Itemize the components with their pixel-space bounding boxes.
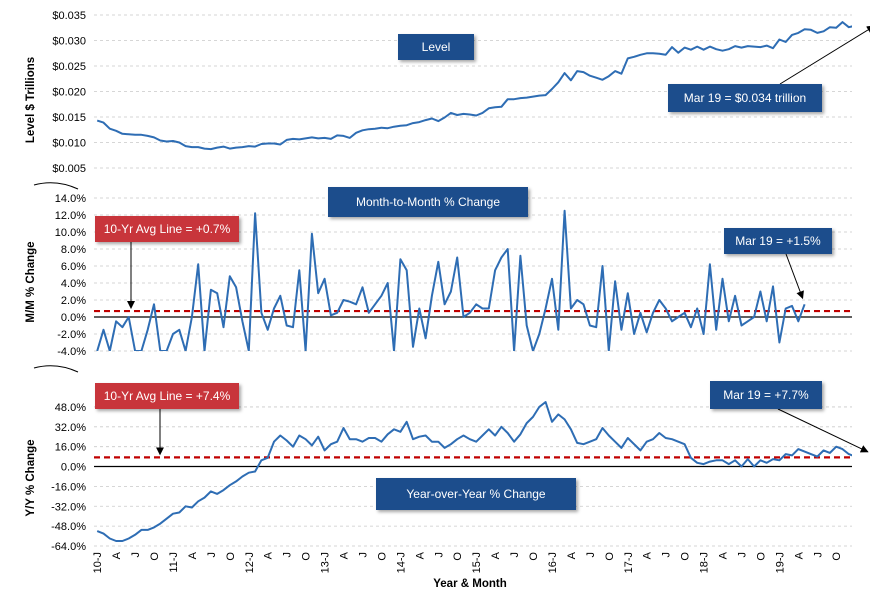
x-tick-label: 15-J [471, 552, 483, 573]
x-tick-label: J [206, 552, 218, 558]
x-tick-label: A [263, 551, 275, 559]
level-annotation: Mar 19 = $0.034 trillion [684, 91, 806, 105]
mom-y-tick-label: -2.0% [57, 329, 86, 341]
yoy-title: Year-over-Year % Change [406, 487, 546, 501]
mom-annotation-arrow [785, 253, 804, 300]
level-y-tick-label: $0.035 [52, 10, 86, 22]
x-tick-label: O [528, 552, 540, 561]
mom-y-tick-label: 10.0% [55, 227, 86, 239]
yoy-annotation-box: Mar 19 = +7.7% [710, 381, 822, 409]
yoy-title-box: Year-over-Year % Change [376, 478, 576, 510]
annotation-layer: Level Mar 19 = $0.034 trillion Month-to-… [95, 34, 832, 510]
x-tick-label: J [130, 552, 142, 558]
mom-title-box: Month-to-Month % Change [328, 187, 528, 217]
mom-y-tick-label: -4.0% [57, 346, 86, 358]
mom-y-tick-label: 8.0% [61, 244, 86, 256]
mom-series-line [96, 209, 806, 351]
x-axis-label: Year & Month [433, 578, 506, 590]
yoy-y-tick-label: -16.0% [51, 481, 86, 493]
yoy-y-tick-label: -48.0% [51, 521, 86, 533]
mom-annotation-box: Mar 19 = +1.5% [724, 228, 832, 254]
mom-avg-label: 10-Yr Avg Line = +0.7% [104, 222, 231, 236]
mom-y-tick-label: 6.0% [61, 261, 86, 273]
level-y-tick-label: $0.005 [52, 163, 86, 175]
mom-title: Month-to-Month % Change [356, 195, 500, 209]
yoy-y-tick-label: 32.0% [55, 422, 86, 434]
x-tick-label: 19-J [774, 552, 786, 573]
x-tick-label: J [661, 552, 673, 558]
level-title: Level [422, 40, 451, 54]
x-tick-label: O [301, 552, 313, 561]
level-y-tick-label: $0.030 [52, 36, 86, 48]
x-tick-label: O [755, 552, 767, 561]
yoy-y-tick-label: 16.0% [55, 442, 86, 454]
x-tick-label: 10-J [92, 552, 104, 573]
x-tick-label: 12-J [244, 552, 256, 573]
x-tick-label: O [680, 552, 692, 561]
mom-y-axis-label: M/M % Change [25, 241, 37, 322]
level-y-axis-label: Level $ Trillions [25, 57, 37, 143]
yoy-y-tick-label: 48.0% [55, 402, 86, 414]
mom-y-tick-label: 2.0% [61, 295, 86, 307]
x-tick-label: A [111, 551, 123, 559]
x-tick-label: O [225, 552, 237, 561]
x-tick-label: J [509, 552, 521, 558]
x-tick-label: O [149, 552, 161, 561]
level-y-tick-label: $0.020 [52, 87, 86, 99]
x-tick-label: J [433, 552, 445, 558]
x-tick-label: 13-J [320, 552, 332, 573]
x-tick-label: A [414, 551, 426, 559]
x-tick-label: J [282, 552, 294, 558]
level-title-box: Level [398, 34, 474, 60]
level-y-tick-label: $0.025 [52, 61, 86, 73]
yoy-annotation: Mar 19 = +7.7% [723, 388, 809, 402]
x-tick-label: J [812, 552, 824, 558]
yoy-annotation-arrow [777, 408, 869, 453]
x-tick-label: J [585, 552, 597, 558]
mom-y-tick-label: 12.0% [55, 210, 86, 222]
yoy-y-tick-label: 0.0% [61, 462, 86, 474]
x-tick-label: J [737, 552, 749, 558]
mom-y-tick-label: 4.0% [61, 278, 86, 290]
x-tick-label: J [358, 552, 370, 558]
mom-avg-label-box: 10-Yr Avg Line = +0.7% [95, 216, 239, 242]
axis-break-mark [33, 365, 79, 373]
mom-y-tick-label: 14.0% [55, 193, 86, 205]
x-tick-label: 17-J [623, 552, 635, 573]
x-tick-label: A [339, 551, 351, 559]
axis-break-mark [33, 182, 79, 190]
x-tick-label: A [490, 551, 502, 559]
mom-annotation: Mar 19 = +1.5% [735, 234, 821, 248]
yoy-y-tick-label: -64.0% [51, 541, 86, 553]
x-tick-label: O [831, 552, 843, 561]
yoy-avg-label: 10-Yr Avg Line = +7.4% [104, 389, 231, 403]
x-tick-label: 11-J [168, 552, 180, 573]
level-annotation-arrow [779, 25, 870, 85]
x-tick-label: O [452, 552, 464, 561]
yoy-y-tick-label: -32.0% [51, 501, 86, 513]
x-tick-label: A [718, 551, 730, 559]
yoy-y-axis-label: Y/Y % Change [25, 439, 37, 516]
yoy-avg-label-box: 10-Yr Avg Line = +7.4% [95, 383, 239, 409]
x-tick-label: A [566, 551, 578, 559]
x-tick-label: A [187, 551, 199, 559]
x-tick-label: O [604, 552, 616, 561]
yoy-series-line [96, 401, 852, 542]
x-tick-label: A [793, 551, 805, 559]
x-tick-label: 16-J [547, 552, 559, 573]
x-tick-label: O [376, 552, 388, 561]
level-y-tick-label: $0.015 [52, 112, 86, 124]
x-tick-label: 18-J [699, 552, 711, 573]
x-tick-label: A [642, 551, 654, 559]
mom-y-tick-label: 0.0% [61, 312, 86, 324]
level-y-tick-label: $0.010 [52, 138, 86, 150]
level-annotation-box: Mar 19 = $0.034 trillion [668, 84, 822, 112]
x-tick-label: 14-J [395, 552, 407, 573]
level-series-line [96, 21, 852, 151]
